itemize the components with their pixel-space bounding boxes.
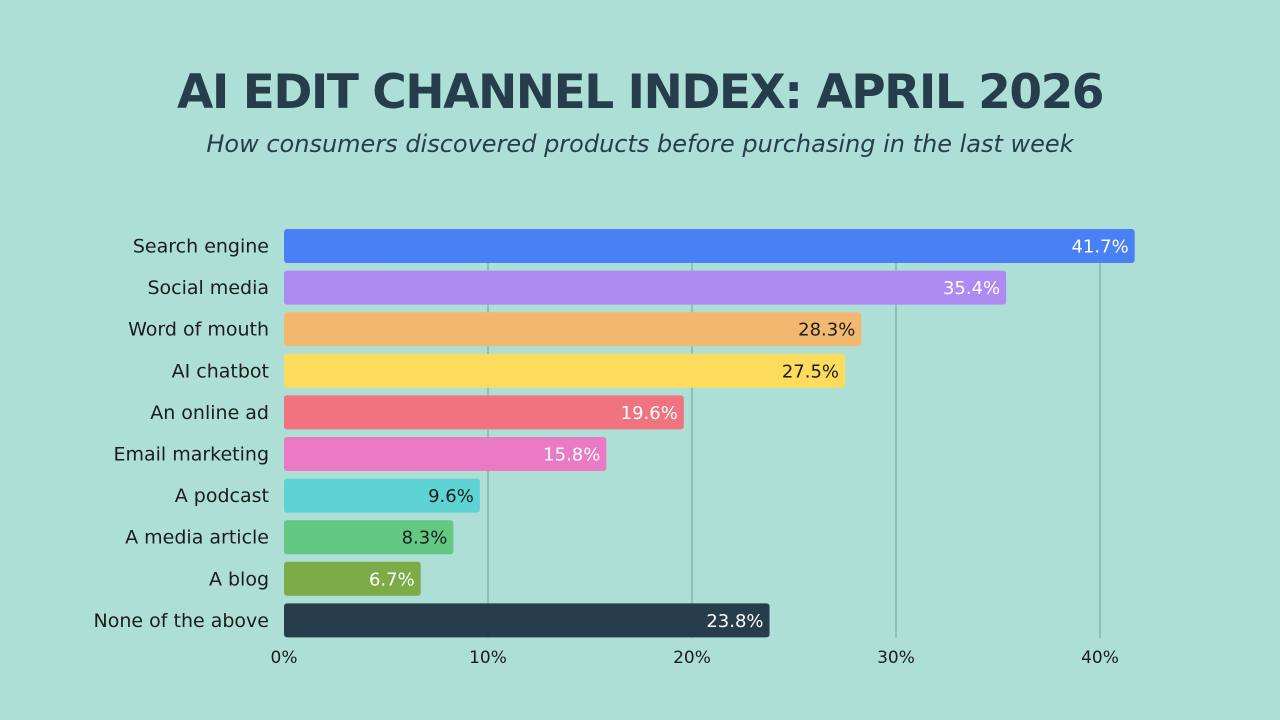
data-label: 6.7% <box>369 569 415 590</box>
data-label: 41.7% <box>1071 237 1128 258</box>
data-label: 8.3% <box>402 528 448 549</box>
bar <box>284 312 862 347</box>
category-label: Email marketing <box>113 444 269 466</box>
chart-title: AI EDIT CHANNEL INDEX: APRIL 2026 <box>176 65 1105 120</box>
x-tick-label: 30% <box>877 648 915 668</box>
bar <box>284 478 480 513</box>
data-label: 23.8% <box>706 611 763 632</box>
category-label: Search engine <box>133 236 269 258</box>
bar <box>284 353 845 388</box>
x-tick-label: 10% <box>469 648 507 668</box>
category-label: Social media <box>147 277 269 299</box>
category-label: None of the above <box>94 610 269 632</box>
bar <box>284 437 607 471</box>
x-tick-label: 0% <box>271 648 298 668</box>
data-label: 9.6% <box>428 486 474 507</box>
bar <box>284 520 454 555</box>
x-axis-ticks: 0% 10% 20% 30% 40% <box>271 648 1119 668</box>
chart-subtitle: How consumers discovered products before… <box>206 130 1074 158</box>
data-label: 27.5% <box>782 361 839 382</box>
bar <box>284 561 421 596</box>
category-label: A blog <box>209 568 269 590</box>
category-label: AI chatbot <box>172 360 269 382</box>
bar <box>284 395 684 430</box>
bar <box>284 270 1007 305</box>
data-label: 19.6% <box>621 403 678 424</box>
data-label: 15.8% <box>543 445 600 466</box>
category-label: A media article <box>125 527 269 549</box>
category-labels: Search engine Social media Word of mouth AI… <box>94 236 269 632</box>
x-tick-label: 40% <box>1081 648 1119 668</box>
bars: 41.7% 35.4% 28.3% 27.5% 19.6% 15.8% 9.6% 8.3% 6.… <box>284 229 1135 638</box>
data-label: 28.3% <box>798 320 855 341</box>
category-label: Word of mouth <box>128 319 269 341</box>
category-label: An online ad <box>150 402 269 424</box>
bar <box>284 229 1135 263</box>
data-label: 35.4% <box>943 278 1000 299</box>
bar <box>284 603 770 638</box>
x-tick-label: 20% <box>673 648 711 668</box>
category-label: A podcast <box>175 485 269 507</box>
